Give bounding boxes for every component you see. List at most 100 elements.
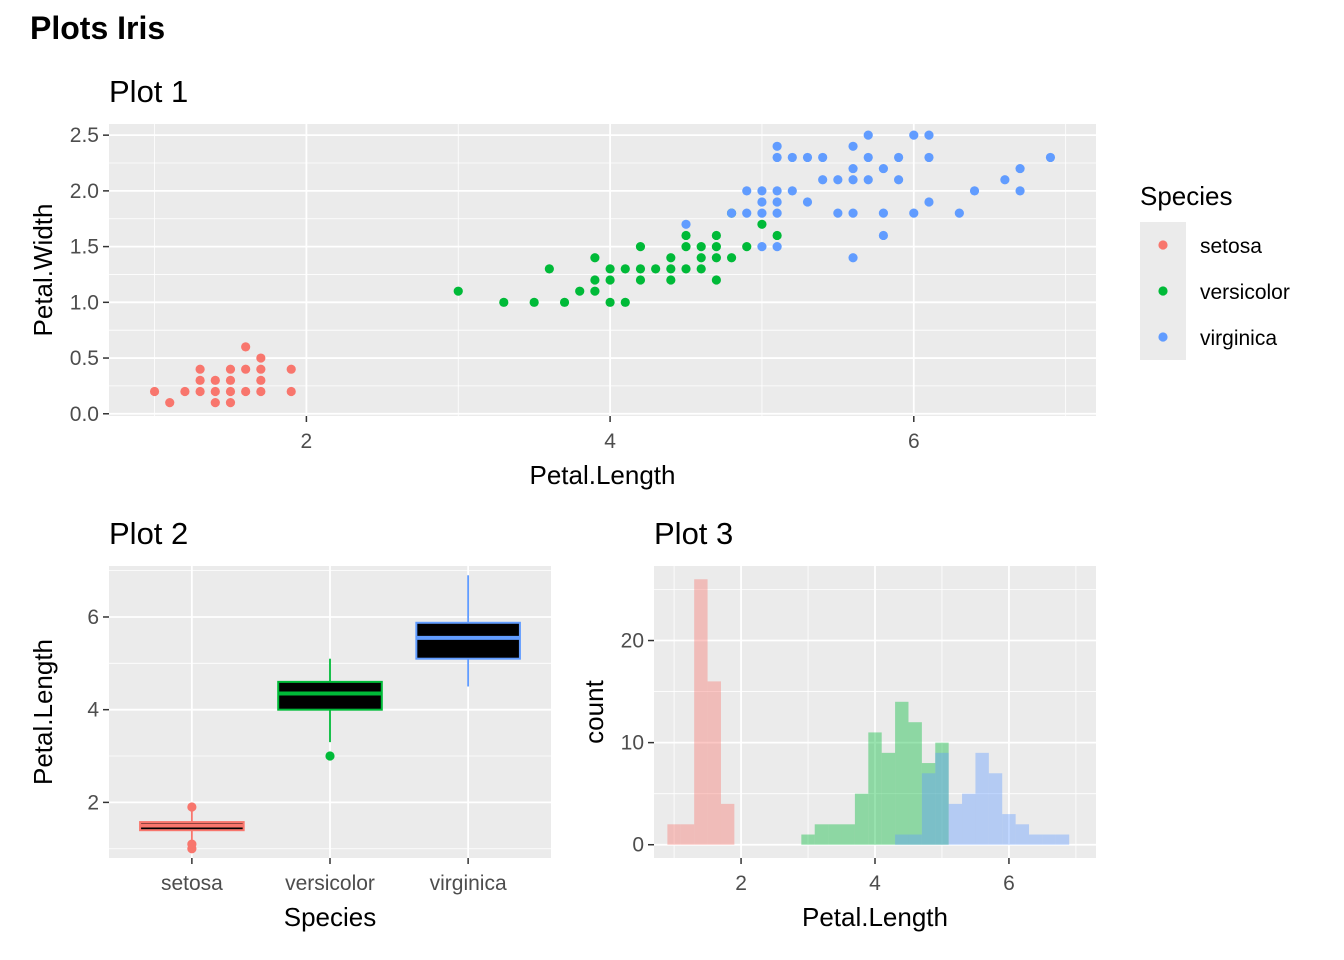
point-versicolor	[635, 264, 646, 274]
histogram-bar	[694, 579, 708, 845]
point-versicolor	[696, 264, 706, 274]
x-axis-title: Species	[284, 902, 377, 932]
point-versicolor	[605, 297, 615, 307]
legend-key-setosa	[1158, 240, 1168, 250]
point-setosa	[195, 375, 205, 385]
point-setosa	[241, 342, 251, 352]
point-versicolor	[635, 241, 646, 252]
histogram-bar	[828, 824, 842, 845]
histogram-bar	[707, 681, 721, 845]
plot-title: Plot 1	[109, 74, 188, 109]
legend-key-virginica	[1158, 332, 1168, 342]
point-virginica	[894, 175, 904, 185]
histogram-bar	[895, 834, 909, 845]
histogram-bar	[988, 773, 1003, 845]
legend-key-versicolor	[1158, 286, 1168, 296]
point-virginica	[894, 152, 904, 163]
point-versicolor	[681, 230, 691, 241]
point-virginica	[848, 175, 858, 185]
x-tick-label: setosa	[161, 872, 223, 895]
point-versicolor	[757, 219, 767, 229]
point-versicolor	[696, 241, 706, 252]
point-virginica	[1015, 186, 1025, 196]
box-setosa	[139, 802, 245, 854]
point-setosa	[256, 375, 266, 385]
point-setosa	[241, 364, 251, 374]
point-setosa	[225, 386, 236, 397]
point-versicolor	[590, 275, 600, 285]
point-versicolor	[453, 286, 463, 296]
point-virginica	[848, 208, 858, 218]
point-virginica	[878, 163, 889, 174]
point-virginica	[909, 130, 919, 140]
x-tick-label: 6	[1003, 872, 1015, 895]
point-virginica	[818, 175, 828, 185]
histogram-bar	[962, 793, 976, 845]
histogram-bar	[895, 701, 909, 845]
point-virginica	[833, 175, 843, 185]
point-versicolor	[772, 230, 782, 241]
histogram-virginica	[895, 752, 1070, 845]
point-setosa	[241, 386, 251, 397]
y-axis-title: Petal.Length	[28, 639, 58, 785]
point-versicolor	[529, 297, 539, 307]
histogram-bar	[667, 824, 681, 845]
point-virginica	[772, 186, 782, 196]
point-virginica	[833, 208, 843, 218]
point-versicolor	[666, 264, 676, 274]
histogram-bar	[908, 722, 922, 845]
outlier-point	[187, 839, 197, 849]
point-versicolor	[681, 241, 691, 252]
plot-1: 0.0 0.5 1.0 1.5 2.0 2.5 2 4 6 Plot 1 Petal.Length P…	[28, 74, 1096, 490]
y-tick-label: 1.0	[70, 291, 99, 314]
y-tick-label: 0.0	[70, 403, 99, 426]
point-virginica	[772, 241, 782, 252]
x-tick-label: virginica	[430, 872, 507, 895]
point-virginica	[848, 163, 858, 174]
point-versicolor	[666, 275, 676, 285]
histogram-bar	[921, 773, 936, 845]
histogram-bar	[868, 732, 882, 845]
histogram-bar	[975, 752, 989, 845]
point-setosa	[225, 375, 236, 385]
legend-title: Species	[1140, 181, 1233, 211]
point-virginica	[863, 130, 873, 140]
point-virginica	[954, 208, 964, 218]
histogram-bar	[935, 742, 949, 845]
histogram-bar	[801, 834, 815, 845]
point-setosa	[256, 364, 266, 374]
point-versicolor	[726, 253, 737, 263]
histogram-bar	[680, 824, 695, 845]
point-virginica	[742, 208, 752, 218]
y-tick-label: 0.5	[70, 347, 99, 370]
x-tick-label: 4	[869, 872, 881, 895]
point-virginica	[878, 208, 889, 218]
histogram-versicolor	[801, 701, 949, 845]
x-axis-title: Petal.Length	[529, 460, 675, 490]
y-tick-label: 20	[621, 630, 644, 653]
point-virginica	[924, 152, 934, 163]
point-virginica	[772, 152, 782, 163]
point-setosa	[195, 386, 205, 397]
histogram-bar	[720, 803, 735, 845]
point-versicolor	[635, 275, 646, 285]
y-tick-label: 1.5	[70, 236, 99, 259]
point-virginica	[757, 241, 767, 252]
x-tick-label: 4	[604, 430, 616, 453]
point-virginica	[772, 208, 782, 218]
plot-title: Plot 2	[109, 516, 188, 551]
point-setosa	[210, 375, 220, 385]
plot-1-panel	[109, 124, 1096, 416]
y-axis-title: count	[579, 679, 609, 743]
histogram-bar	[881, 752, 896, 845]
histogram-bar	[908, 834, 922, 845]
point-setosa	[210, 398, 220, 408]
point-virginica	[726, 208, 737, 218]
outlier-point	[187, 802, 197, 812]
point-virginica	[757, 208, 767, 218]
box-iqr	[415, 621, 521, 660]
point-versicolor	[559, 297, 570, 307]
y-tick-label: 2	[87, 791, 99, 814]
y-tick-label: 2.0	[70, 180, 99, 203]
y-tick-label: 2.5	[70, 124, 99, 147]
